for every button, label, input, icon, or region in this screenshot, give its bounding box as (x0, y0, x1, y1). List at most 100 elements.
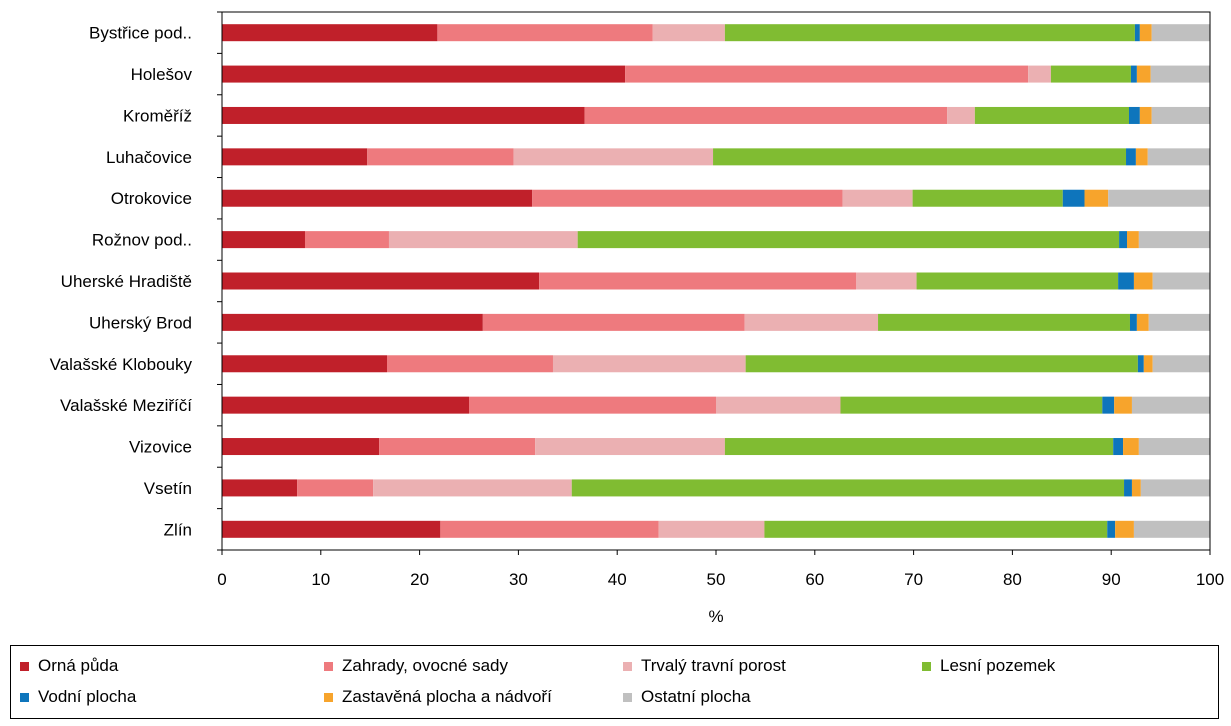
bar-segment-bystrice-pod-vodni-plocha (1134, 24, 1140, 42)
category-label-vsetin: Vsetín (144, 479, 192, 498)
category-label-luhacovice: Luhačovice (106, 148, 192, 167)
legend-item-vodni-plocha: Vodní plocha (20, 687, 136, 707)
category-label-otrokovice: Otrokovice (111, 189, 192, 208)
bar-segment-valasske-klobouky-trvaly-travni-porost (552, 355, 746, 373)
x-tick-label-40: 40 (608, 570, 627, 589)
bar-segment-zlin-vodni-plocha (1107, 520, 1116, 538)
bar-segment-holesov-lesni-pozemek (1050, 65, 1131, 83)
bar-segment-bystrice-pod-trvaly-travni-porost (652, 24, 725, 42)
bar-segment-bystrice-pod-lesni-pozemek (724, 24, 1135, 42)
bar-segment-roznov-pod-lesni-pozemek (577, 231, 1120, 249)
bar-segment-uherske-hradiste-orna-puda (222, 272, 540, 290)
bar-segment-bystrice-pod-zahrady-ovocne-sady (437, 24, 653, 42)
legend-swatch-ostatni-plocha (623, 692, 632, 702)
bar-segment-valasske-mezirici-orna-puda (222, 396, 469, 414)
bar-segment-valasske-klobouky-lesni-pozemek (745, 355, 1138, 373)
category-label-vizovice: Vizovice (129, 438, 192, 457)
legend-label-vodni-plocha: Vodní plocha (38, 687, 137, 706)
x-tick-label-100: 100 (1196, 570, 1224, 589)
bar-segment-vsetin-trvaly-travni-porost (373, 479, 572, 497)
bar-segment-luhacovice-trvaly-travni-porost (513, 148, 714, 166)
bar-segment-luhacovice-zahrady-ovocne-sady (367, 148, 514, 166)
category-label-valasske-klobouky: Valašské Klobouky (50, 355, 193, 374)
legend-swatch-zahrady (324, 661, 333, 671)
bar-segment-otrokovice-zastavena-plocha-a-nadvori (1084, 189, 1109, 207)
category-label-bystrice-pod: Bystřice pod.. (89, 24, 192, 43)
x-tick-label-0: 0 (217, 570, 226, 589)
x-tick-label-30: 30 (509, 570, 528, 589)
bar-segment-bystrice-pod-orna-puda (222, 24, 438, 42)
bar-segment-luhacovice-vodni-plocha (1126, 148, 1136, 166)
x-axis-title: % (708, 607, 723, 626)
bar-segment-uhersky-brod-orna-puda (222, 313, 483, 331)
bar-segment-kromeriz-orna-puda (222, 106, 585, 124)
x-tick-label-10: 10 (311, 570, 330, 589)
bar-segment-roznov-pod-ostatni-plocha (1138, 231, 1210, 249)
bar-segment-valasske-klobouky-zahrady-ovocne-sady (387, 355, 553, 373)
bar-segment-luhacovice-ostatni-plocha (1147, 148, 1210, 166)
legend-label-zastavena-plocha: Zastavěná plocha a nádvoří (342, 687, 552, 706)
x-tick-label-60: 60 (805, 570, 824, 589)
bar-segment-holesov-zahrady-ovocne-sady (625, 65, 1029, 83)
bar-segment-uherske-hradiste-trvaly-travni-porost (856, 272, 917, 290)
bar-segment-valasske-klobouky-zastavena-plocha-a-nadvori (1143, 355, 1153, 373)
bar-segment-zlin-trvaly-travni-porost (658, 520, 765, 538)
bar-segment-vsetin-zastavena-plocha-a-nadvori (1131, 479, 1141, 497)
legend-label-zahrady: Zahrady, ovocné sady (342, 656, 508, 675)
bar-segment-roznov-pod-zastavena-plocha-a-nadvori (1127, 231, 1139, 249)
category-label-uherske-hradiste: Uherské Hradiště (61, 272, 192, 291)
bar-segment-zlin-ostatni-plocha (1133, 520, 1210, 538)
legend-label-lesni-pozemek: Lesní pozemek (940, 656, 1056, 675)
bar-segment-vsetin-vodni-plocha (1124, 479, 1132, 497)
bar-segment-kromeriz-zahrady-ovocne-sady (584, 106, 948, 124)
category-label-zlin: Zlín (164, 520, 192, 539)
bar-segment-vsetin-zahrady-ovocne-sady (297, 479, 374, 497)
legend-swatch-vodni-plocha (20, 692, 29, 702)
bar-segment-valasske-mezirici-ostatni-plocha (1131, 396, 1210, 414)
category-label-roznov-pod: Rožnov pod.. (92, 231, 192, 250)
bar-segment-valasske-mezirici-zahrady-ovocne-sady (469, 396, 716, 414)
bar-segment-vizovice-ostatni-plocha (1138, 438, 1210, 456)
bar-segment-valasske-klobouky-vodni-plocha (1137, 355, 1144, 373)
bar-segment-bystrice-pod-zastavena-plocha-a-nadvori (1139, 24, 1152, 42)
bar-segment-otrokovice-ostatni-plocha (1108, 189, 1210, 207)
bar-segment-uhersky-brod-zahrady-ovocne-sady (482, 313, 745, 331)
legend-swatch-lesni-pozemek (922, 661, 931, 671)
category-label-uhersky-brod: Uherský Brod (89, 313, 192, 332)
bar-segment-kromeriz-vodni-plocha (1128, 106, 1140, 124)
legend-label-trvaly-travni-porost: Trvalý travní porost (641, 656, 786, 675)
bar-segment-luhacovice-orna-puda (222, 148, 368, 166)
bar-segment-otrokovice-orna-puda (222, 189, 533, 207)
bar-segment-vizovice-trvaly-travni-porost (535, 438, 725, 456)
category-label-holesov: Holešov (131, 65, 193, 84)
legend-item-trvaly-travni-porost: Trvalý travní porost (623, 656, 786, 676)
legend-swatch-zastavena-plocha (324, 692, 333, 702)
x-tick-label-90: 90 (1102, 570, 1121, 589)
bar-segment-zlin-orna-puda (222, 520, 441, 538)
bar-segment-roznov-pod-zahrady-ovocne-sady (304, 231, 389, 249)
bar-segment-vizovice-zastavena-plocha-a-nadvori (1123, 438, 1139, 456)
bar-segment-vizovice-zahrady-ovocne-sady (379, 438, 536, 456)
bars-layer (222, 24, 1210, 538)
legend-item-zastavena-plocha: Zastavěná plocha a nádvoří (324, 687, 552, 707)
bar-segment-uhersky-brod-lesni-pozemek (878, 313, 1130, 331)
bar-segment-uhersky-brod-ostatni-plocha (1148, 313, 1210, 331)
bar-segment-uhersky-brod-zastavena-plocha-a-nadvori (1136, 313, 1149, 331)
category-label-kromeriz: Kroměříž (123, 106, 192, 125)
bar-segment-valasske-klobouky-ostatni-plocha (1152, 355, 1210, 373)
bar-segment-otrokovice-lesni-pozemek (912, 189, 1063, 207)
bar-segment-valasske-mezirici-trvaly-travni-porost (716, 396, 841, 414)
legend-item-ostatni-plocha: Ostatní plocha (623, 687, 751, 707)
bar-segment-vizovice-lesni-pozemek (724, 438, 1114, 456)
x-tick-label-80: 80 (1003, 570, 1022, 589)
bar-segment-uherske-hradiste-ostatni-plocha (1152, 272, 1210, 290)
bar-segment-roznov-pod-orna-puda (222, 231, 305, 249)
bar-segment-valasske-mezirici-lesni-pozemek (840, 396, 1103, 414)
bar-segment-vizovice-orna-puda (222, 438, 380, 456)
bar-segment-luhacovice-lesni-pozemek (713, 148, 1127, 166)
bar-segment-vsetin-lesni-pozemek (571, 479, 1125, 497)
bar-segment-valasske-mezirici-vodni-plocha (1102, 396, 1115, 414)
bar-segment-luhacovice-zastavena-plocha-a-nadvori (1135, 148, 1148, 166)
x-tick-label-50: 50 (707, 570, 726, 589)
